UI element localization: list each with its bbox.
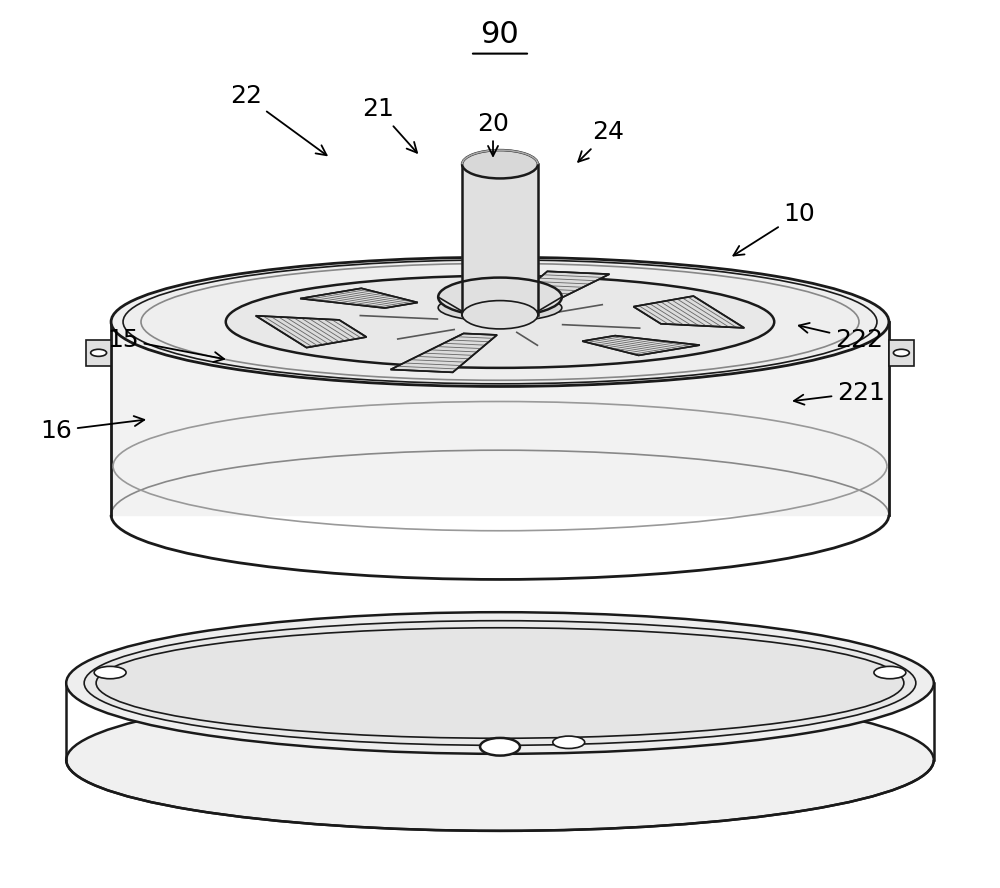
Text: 24: 24	[578, 121, 624, 162]
Ellipse shape	[438, 294, 562, 321]
Polygon shape	[86, 339, 111, 366]
Polygon shape	[582, 336, 700, 355]
Text: 20: 20	[477, 112, 509, 156]
Text: 90: 90	[481, 20, 519, 49]
Ellipse shape	[893, 349, 909, 356]
Ellipse shape	[96, 628, 904, 738]
Ellipse shape	[111, 258, 889, 386]
Text: 15: 15	[107, 328, 224, 362]
Ellipse shape	[874, 666, 906, 678]
Ellipse shape	[226, 276, 774, 368]
Ellipse shape	[462, 301, 538, 329]
Text: 10: 10	[733, 202, 815, 256]
Ellipse shape	[84, 621, 916, 745]
Polygon shape	[503, 272, 609, 310]
Polygon shape	[111, 321, 889, 515]
Polygon shape	[391, 333, 497, 372]
Ellipse shape	[462, 150, 538, 178]
Polygon shape	[256, 316, 367, 347]
Ellipse shape	[480, 738, 520, 756]
Ellipse shape	[123, 260, 877, 384]
Text: 22: 22	[230, 84, 327, 155]
Ellipse shape	[553, 736, 585, 749]
Ellipse shape	[66, 689, 934, 831]
Polygon shape	[300, 289, 418, 308]
Polygon shape	[889, 339, 914, 366]
Ellipse shape	[66, 612, 934, 754]
Text: 21: 21	[362, 98, 417, 153]
Ellipse shape	[438, 278, 562, 316]
Text: 16: 16	[40, 416, 144, 443]
Ellipse shape	[91, 349, 107, 356]
Text: 222: 222	[799, 323, 883, 352]
Ellipse shape	[94, 666, 126, 678]
Polygon shape	[633, 296, 744, 328]
Text: 221: 221	[794, 381, 885, 405]
